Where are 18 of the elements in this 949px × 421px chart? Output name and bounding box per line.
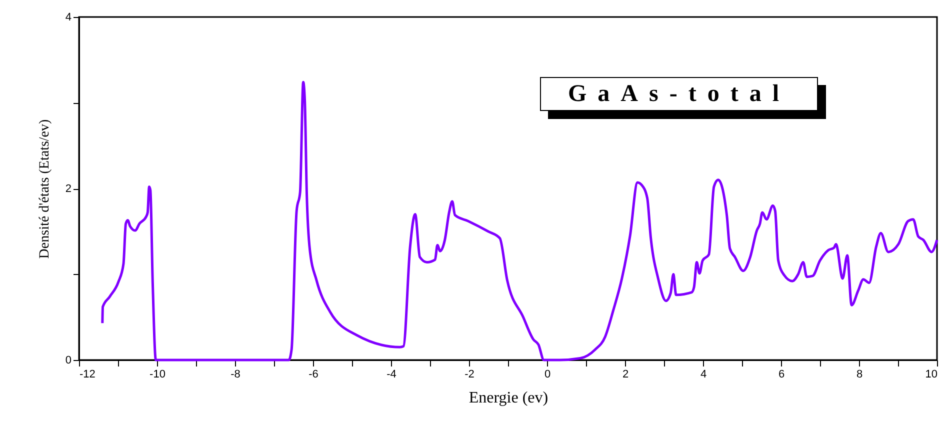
y-tick-label: 2 bbox=[65, 183, 72, 195]
x-tick-label: 4 bbox=[700, 368, 707, 380]
x-tick-label: 2 bbox=[622, 368, 629, 380]
line-series bbox=[101, 80, 938, 362]
x-tick-label: 10 bbox=[925, 368, 938, 380]
x-tick-label: -2 bbox=[464, 368, 474, 380]
x-tick-label: 6 bbox=[778, 368, 785, 380]
y-axis-title: Densité d'états (Etats/ev) bbox=[37, 118, 52, 259]
y-tick-label: 0 bbox=[65, 354, 72, 366]
x-tick-label: -12 bbox=[80, 368, 96, 380]
x-tick-label: 0 bbox=[544, 368, 551, 380]
x-tick-label: -10 bbox=[150, 368, 166, 380]
x-tick-label: 8 bbox=[856, 368, 863, 380]
x-tick-label: -8 bbox=[230, 368, 240, 380]
x-tick-label: -6 bbox=[308, 368, 318, 380]
x-axis-title: Energie (ev) bbox=[468, 390, 548, 406]
x-tick-label: -4 bbox=[386, 368, 396, 380]
y-tick-label: 4 bbox=[65, 12, 72, 24]
